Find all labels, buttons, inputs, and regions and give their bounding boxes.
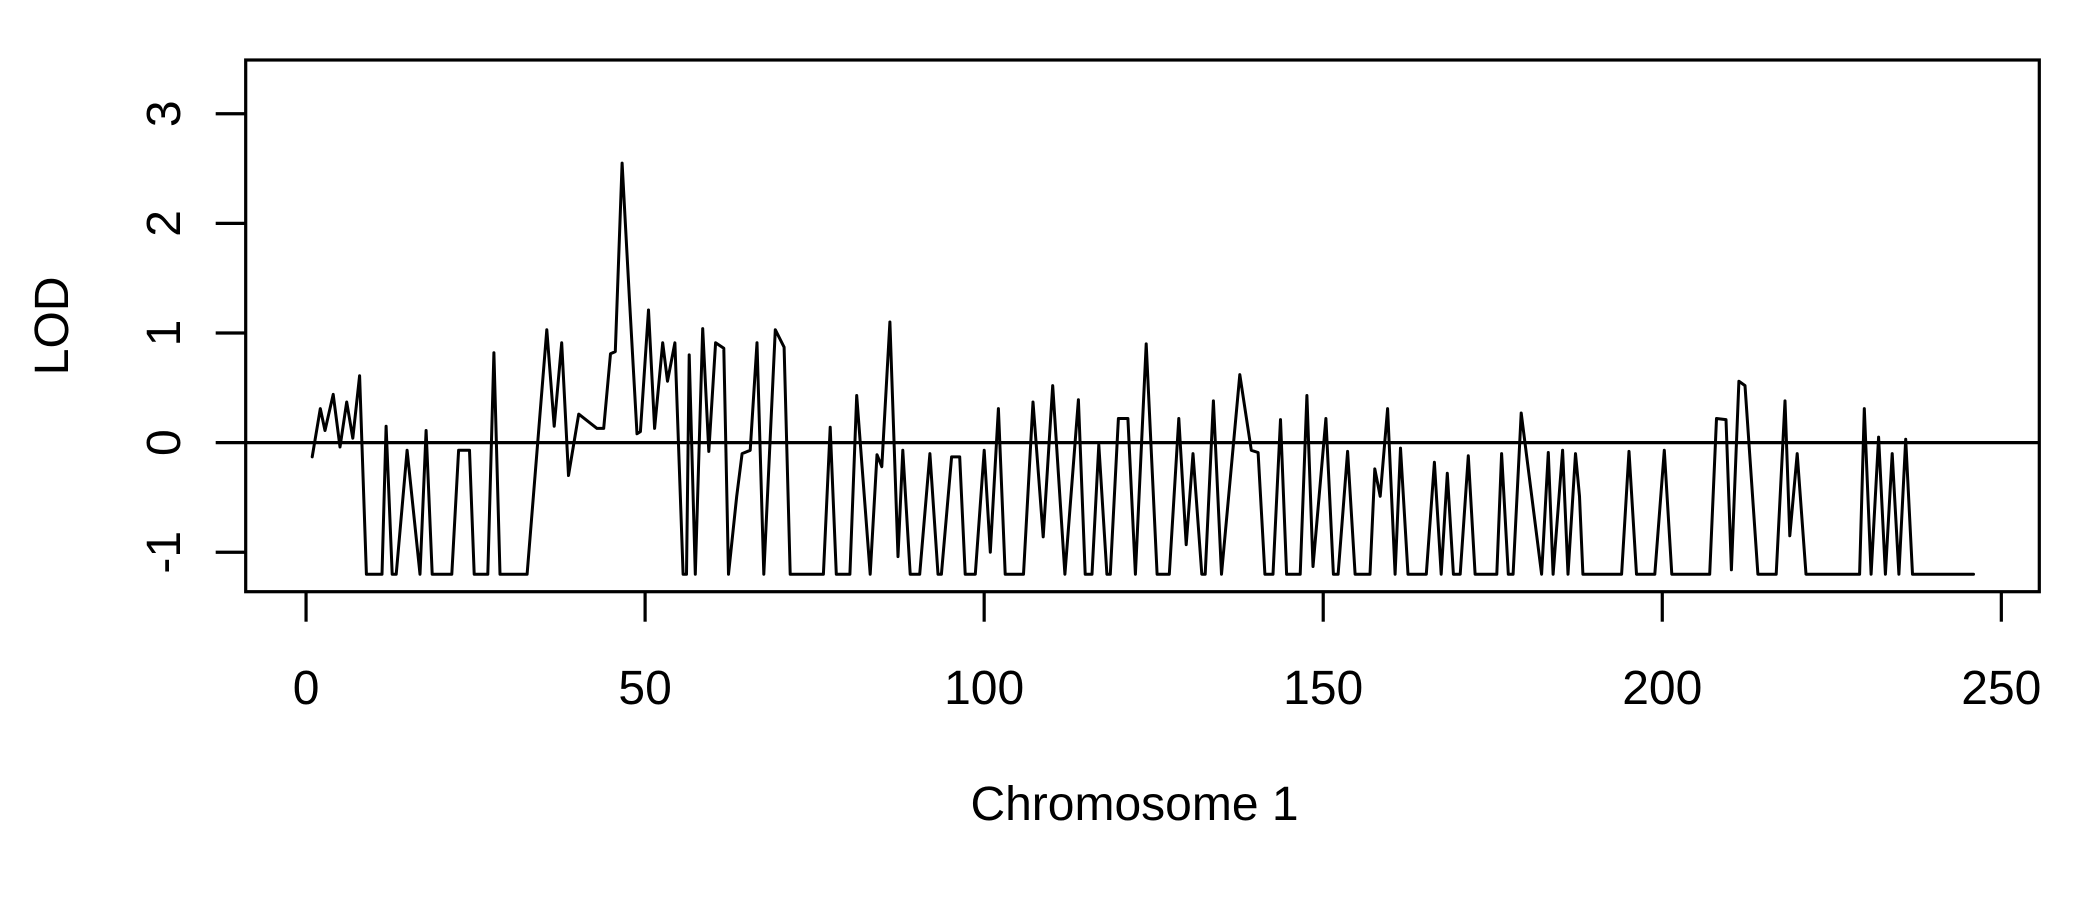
plot-box — [244, 58, 2041, 594]
y-axis-tick-label: 2 — [138, 210, 191, 237]
y-axis-tick-label: 1 — [138, 320, 191, 347]
y-axis-title: LOD — [26, 276, 79, 375]
lod-curve — [310, 161, 1975, 576]
x-axis-tick-label: 50 — [618, 662, 671, 715]
y-axis-tick-label: 0 — [138, 429, 191, 456]
x-axis-tick-label: 200 — [1622, 662, 1702, 715]
x-axis-tick-label: 150 — [1283, 662, 1363, 715]
y-axis-tick-label: 3 — [138, 100, 191, 127]
y-axis-tick-label: -1 — [138, 531, 191, 574]
x-axis-tick-label: 100 — [944, 662, 1024, 715]
x-axis-tick-label: 250 — [1961, 662, 2041, 715]
x-axis-tick-label: 0 — [293, 662, 320, 715]
x-axis-title: Chromosome 1 — [970, 778, 1298, 831]
